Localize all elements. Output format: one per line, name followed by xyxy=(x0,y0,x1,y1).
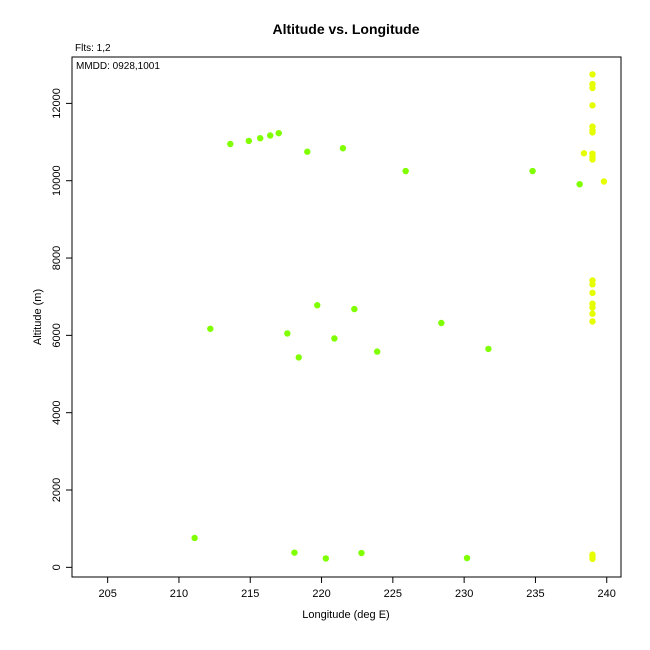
x-tick-label: 205 xyxy=(98,588,116,600)
data-point-series-1 xyxy=(267,132,274,139)
x-axis-label: Longitude (deg E) xyxy=(302,609,389,621)
data-point-series-1 xyxy=(314,302,321,309)
y-tick-label: 0 xyxy=(51,564,63,570)
data-point-series-2 xyxy=(589,102,596,109)
data-point-series-1 xyxy=(227,140,234,148)
y-tick-label: 10000 xyxy=(51,165,63,196)
y-axis-ticks: 0 2000 4000 6000 8000 10000 12000 xyxy=(51,88,72,570)
data-point-series-1 xyxy=(245,137,253,145)
data-point-series-2 xyxy=(589,310,596,317)
data-point-series-1 xyxy=(191,534,198,542)
data-point-series-1 xyxy=(358,549,365,557)
data-point-series-1 xyxy=(331,335,338,342)
plot-frame xyxy=(71,56,622,578)
data-point-series-1 xyxy=(339,145,347,152)
data-point-series-2 xyxy=(589,84,596,92)
x-tick-label: 240 xyxy=(598,588,616,600)
data-point-series-2 xyxy=(580,150,588,157)
flights-annotation: Flts: 1,2 xyxy=(75,43,111,54)
data-point-series-1 xyxy=(438,319,445,327)
data-point-series-2 xyxy=(589,71,596,78)
y-tick-label: 2000 xyxy=(51,478,63,502)
data-point-series-2 xyxy=(589,304,596,311)
y-tick-label: 12000 xyxy=(51,88,63,119)
x-tick-label: 210 xyxy=(170,588,188,600)
data-point-series-1 xyxy=(284,330,291,337)
mmdd-annotation: MMDD: 0928,1001 xyxy=(76,61,160,72)
x-tick-label: 225 xyxy=(384,588,402,600)
data-point-series-2 xyxy=(589,129,596,136)
data-point-series-2 xyxy=(589,281,596,288)
data-point-series-1 xyxy=(275,129,282,137)
y-tick-label: 8000 xyxy=(51,246,63,270)
data-point-series-1 xyxy=(529,167,536,175)
y-tick-label: 4000 xyxy=(51,400,63,424)
x-tick-label: 215 xyxy=(241,588,259,600)
data-point-series-2 xyxy=(589,318,596,325)
data-point-series-1 xyxy=(257,134,264,142)
data-point-series-2 xyxy=(589,156,596,163)
data-point-series-1 xyxy=(402,167,409,175)
x-tick-label: 230 xyxy=(455,588,473,600)
data-point-series-2 xyxy=(589,555,596,563)
data-point-series-1 xyxy=(373,348,381,355)
data-point-series-1 xyxy=(304,148,311,155)
data-point-series-1 xyxy=(485,345,492,353)
x-tick-label: 220 xyxy=(312,588,330,600)
data-point-series-1 xyxy=(322,555,330,562)
data-point-series-2 xyxy=(589,289,596,297)
data-point-series-1 xyxy=(463,554,471,562)
data-point-series-2 xyxy=(600,178,608,185)
y-axis-label: Altitude (m) xyxy=(32,289,44,345)
data-point-series-1 xyxy=(295,354,302,361)
chart-title: Altitude vs. Longitude xyxy=(273,21,420,37)
data-points xyxy=(191,71,608,563)
x-tick-label: 235 xyxy=(526,588,544,600)
data-point-series-1 xyxy=(576,180,583,188)
y-tick-label: 6000 xyxy=(51,323,63,347)
data-point-series-1 xyxy=(291,549,298,556)
data-point-series-1 xyxy=(351,305,358,313)
x-axis-ticks: 205 210 215 220 225 230 235 240 xyxy=(98,577,616,600)
data-point-series-1 xyxy=(207,325,214,332)
